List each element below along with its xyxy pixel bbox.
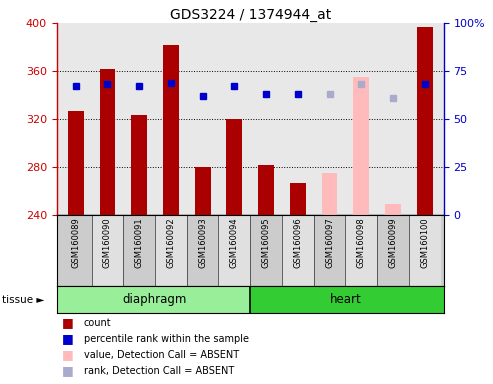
Bar bbox=[258, 165, 274, 215]
Text: GSM160094: GSM160094 bbox=[230, 217, 239, 268]
Bar bbox=[377, 215, 409, 286]
Text: GSM160096: GSM160096 bbox=[293, 217, 302, 268]
Bar bbox=[226, 119, 242, 215]
Text: GSM160091: GSM160091 bbox=[135, 217, 143, 268]
Bar bbox=[92, 215, 123, 286]
Bar bbox=[68, 111, 84, 215]
Bar bbox=[290, 183, 306, 215]
Bar bbox=[100, 69, 115, 215]
Bar bbox=[155, 215, 187, 286]
Text: tissue ►: tissue ► bbox=[2, 295, 45, 305]
Title: GDS3224 / 1374944_at: GDS3224 / 1374944_at bbox=[170, 8, 331, 22]
Bar bbox=[195, 167, 211, 215]
Text: rank, Detection Call = ABSENT: rank, Detection Call = ABSENT bbox=[84, 366, 234, 376]
Bar bbox=[123, 215, 155, 286]
Bar bbox=[353, 77, 369, 215]
Text: diaphragm: diaphragm bbox=[123, 293, 187, 306]
Text: GSM160092: GSM160092 bbox=[167, 217, 176, 268]
Bar bbox=[131, 116, 147, 215]
Text: percentile rank within the sample: percentile rank within the sample bbox=[84, 334, 249, 344]
Bar bbox=[321, 173, 337, 215]
Bar bbox=[218, 215, 250, 286]
Bar bbox=[250, 215, 282, 286]
Text: GSM160089: GSM160089 bbox=[71, 217, 80, 268]
Text: heart: heart bbox=[329, 293, 361, 306]
Bar bbox=[163, 45, 179, 215]
Text: ■: ■ bbox=[62, 316, 73, 329]
Text: GSM160098: GSM160098 bbox=[357, 217, 366, 268]
Text: count: count bbox=[84, 318, 111, 328]
Text: GSM160095: GSM160095 bbox=[262, 217, 271, 268]
Bar bbox=[346, 215, 377, 286]
Text: value, Detection Call = ABSENT: value, Detection Call = ABSENT bbox=[84, 350, 239, 360]
Text: ■: ■ bbox=[62, 332, 73, 345]
Bar bbox=[57, 286, 250, 313]
Text: GSM160099: GSM160099 bbox=[388, 217, 397, 268]
Text: GSM160090: GSM160090 bbox=[103, 217, 112, 268]
Bar bbox=[385, 204, 401, 215]
Bar bbox=[417, 26, 432, 215]
Bar bbox=[282, 215, 314, 286]
Bar bbox=[187, 215, 218, 286]
Bar bbox=[409, 215, 441, 286]
Text: GSM160093: GSM160093 bbox=[198, 217, 207, 268]
Text: ■: ■ bbox=[62, 364, 73, 377]
Text: GSM160097: GSM160097 bbox=[325, 217, 334, 268]
Bar bbox=[250, 286, 444, 313]
Text: ■: ■ bbox=[62, 348, 73, 361]
Bar bbox=[314, 215, 346, 286]
Text: GSM160100: GSM160100 bbox=[420, 217, 429, 268]
Bar bbox=[60, 215, 92, 286]
